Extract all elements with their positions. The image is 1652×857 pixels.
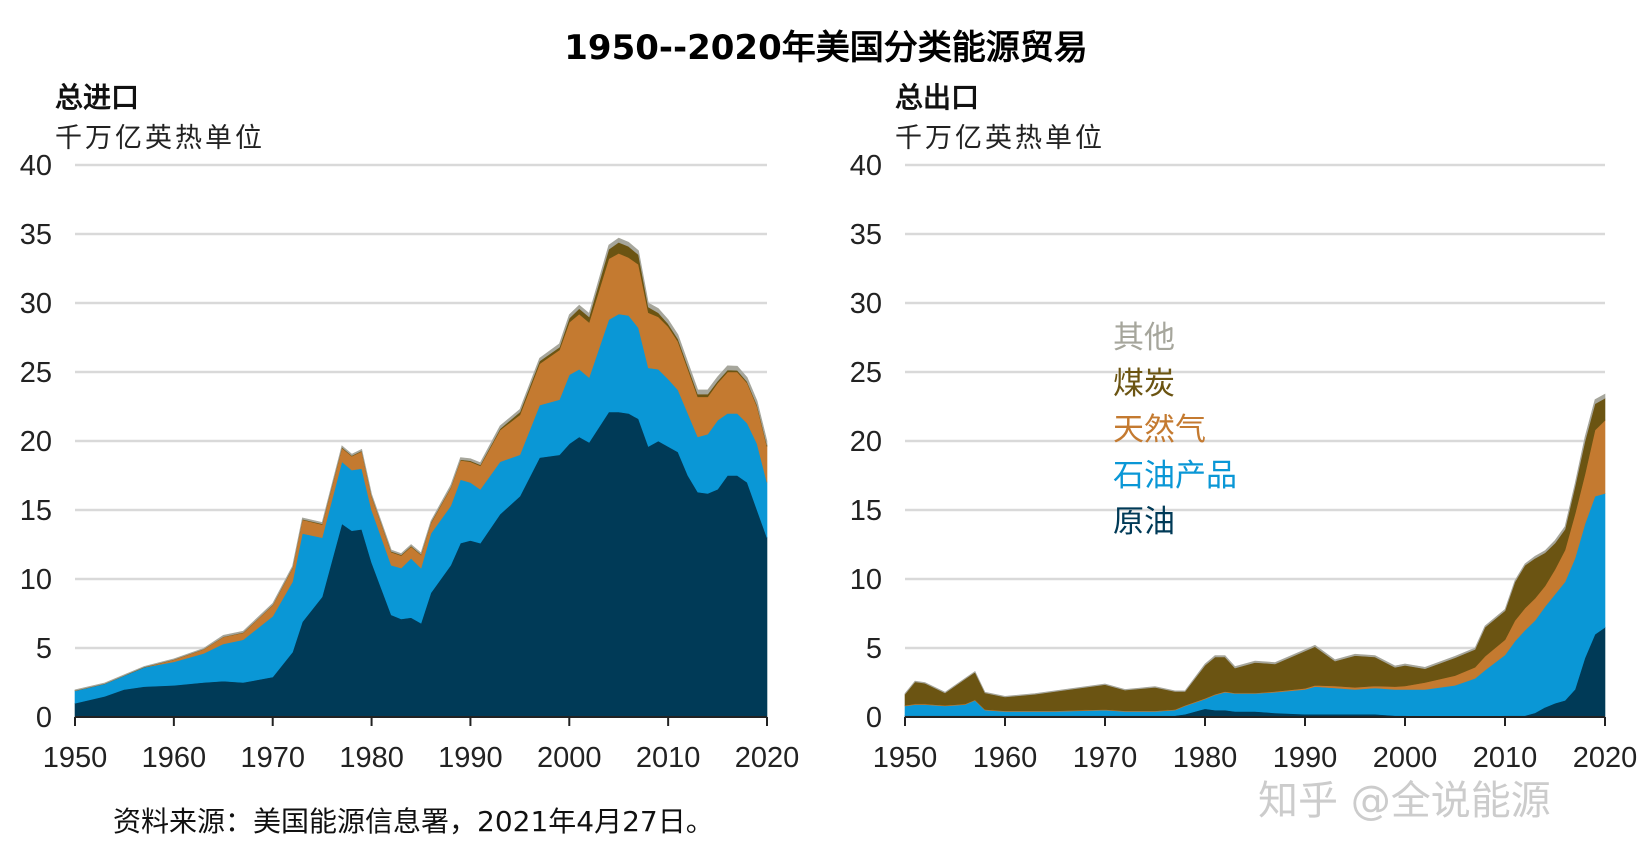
legend-item: 煤炭	[1113, 366, 1175, 402]
x-tick-label: 2020	[1573, 742, 1638, 774]
imports-unit-label: 千万亿英热单位	[55, 123, 265, 154]
y-tick-label: 40	[20, 150, 52, 182]
x-tick-label: 1960	[142, 742, 207, 774]
y-tick-label: 5	[866, 633, 882, 665]
legend-item: 原油	[1113, 504, 1175, 540]
exports-unit-label: 千万亿英热单位	[895, 123, 1105, 154]
y-tick-label: 0	[36, 702, 52, 734]
source-note: 资料来源：美国能源信息署，2021年4月27日。	[113, 805, 714, 838]
legend-item: 其他	[1113, 320, 1175, 356]
y-tick-label: 40	[850, 150, 882, 182]
x-tick-label: 2020	[735, 742, 800, 774]
imports-chart: 0 5 10 15 20 25 30 35 40 1950 1960 1970 1980 1990 2000…	[20, 150, 800, 774]
x-tick-label: 1970	[240, 742, 305, 774]
watermark: 知乎 @全说能源	[1258, 778, 1551, 824]
y-tick-label: 35	[20, 219, 52, 251]
y-tick-label: 15	[850, 495, 882, 527]
chart-title: 1950--2020年美国分类能源贸易	[564, 28, 1088, 68]
x-tick-label: 1990	[438, 742, 503, 774]
legend-item: 天然气	[1113, 412, 1206, 448]
area-series-other	[904, 393, 1606, 698]
y-tick-label: 0	[866, 702, 882, 734]
exports-panel-title: 总出口	[895, 81, 980, 114]
x-tick-label: 2010	[1473, 742, 1538, 774]
x-tick-label: 1960	[973, 742, 1038, 774]
y-tick-label: 10	[850, 564, 882, 596]
y-tick-label: 35	[850, 219, 882, 251]
x-tick-label: 1980	[339, 742, 404, 774]
x-tick-label: 1950	[873, 742, 938, 774]
y-tick-label: 25	[850, 357, 882, 389]
y-tick-label: 25	[20, 357, 52, 389]
y-tick-label: 30	[850, 288, 882, 320]
x-tick-label: 1970	[1073, 742, 1138, 774]
y-tick-label: 20	[850, 426, 882, 458]
x-tick-label: 1950	[43, 742, 108, 774]
x-tick-label: 1980	[1173, 742, 1238, 774]
y-tick-label: 30	[20, 288, 52, 320]
y-tick-label: 20	[20, 426, 52, 458]
x-tick-label: 1990	[1273, 742, 1338, 774]
area-series-other	[74, 237, 768, 691]
legend-item: 石油产品	[1113, 458, 1237, 494]
x-tick-label: 2000	[1373, 742, 1438, 774]
y-tick-label: 15	[20, 495, 52, 527]
x-tick-label: 2010	[636, 742, 701, 774]
imports-panel-title: 总进口	[55, 81, 140, 114]
exports-chart: 0 5 10 15 20 25 30 35 40 1950 1960 1970 1980 1990 2000…	[850, 150, 1638, 774]
x-tick-label: 2000	[537, 742, 602, 774]
y-tick-label: 5	[36, 633, 52, 665]
y-tick-label: 10	[20, 564, 52, 596]
